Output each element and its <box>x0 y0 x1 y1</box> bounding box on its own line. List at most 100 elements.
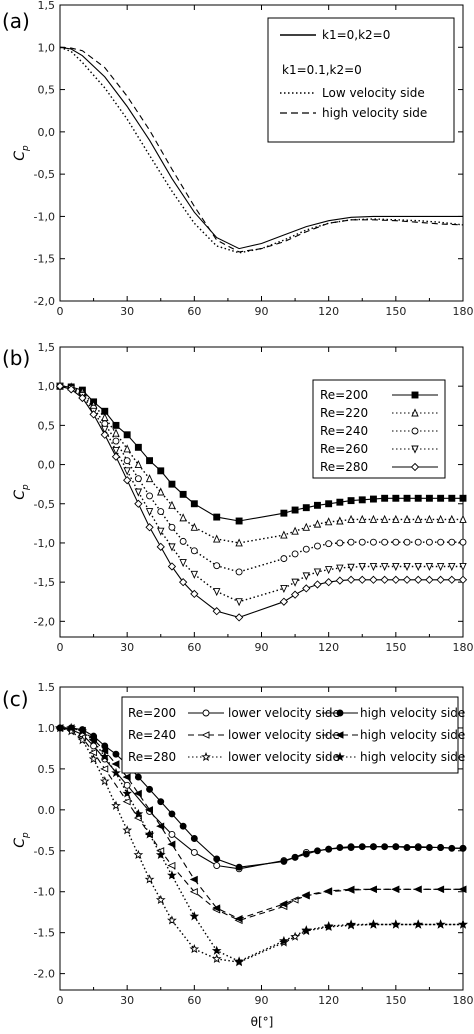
panel-a-series <box>59 46 464 254</box>
panel-b-point <box>324 566 333 575</box>
panel-b-point <box>78 393 87 403</box>
panel-c-point <box>279 900 288 908</box>
panel-c-xlabel: θ[°] <box>251 1015 274 1029</box>
panel-b-point <box>291 526 299 535</box>
panel-c-point <box>190 848 198 856</box>
panel-a-xtick-label: 120 <box>318 305 339 318</box>
panel-b-point <box>347 538 355 546</box>
panel-b-point <box>179 559 187 568</box>
panel-a-label: (a) <box>2 9 30 33</box>
panel-c-point <box>301 925 312 935</box>
panel-c-xtick-label: 90 <box>255 994 269 1007</box>
panel-b-point <box>324 517 333 526</box>
panel-b-point <box>55 382 65 391</box>
panel-b-point <box>336 564 344 573</box>
panel-c-point <box>133 808 144 819</box>
panel-b-point <box>459 494 467 502</box>
panel-b-point <box>123 444 131 453</box>
panel-b-point <box>325 540 333 548</box>
panel-b-point <box>123 467 131 476</box>
panel-b-point <box>313 568 322 577</box>
panel-c-point <box>89 748 98 757</box>
panel-b-point <box>336 498 344 506</box>
panel-c-ylabel: Cp <box>12 832 31 848</box>
panel-b-point <box>190 500 198 508</box>
panel-b-point <box>179 577 188 587</box>
panel-c-point <box>144 829 155 839</box>
panel-c-point <box>390 919 401 929</box>
panel-b-point <box>358 563 366 572</box>
panel-b-xtick-label: 0 <box>57 641 64 654</box>
panel-b-ytick-label: -1,0 <box>34 537 55 550</box>
panel-c-legend: Re=200 lower velocity side high velocity… <box>121 696 465 774</box>
panel-b-point <box>425 563 434 572</box>
panel-b-point <box>347 497 355 505</box>
panel-b-point <box>291 578 299 587</box>
legend-entry-re200: Re=200 <box>320 388 368 402</box>
panel-c-point <box>100 765 109 773</box>
panel-a-ylabel: Cp <box>12 145 31 161</box>
legend-entry-high-velocity: high velocity side <box>322 106 427 120</box>
panel-b-ytick-label: 0,0 <box>38 459 56 472</box>
panel-b-label: (b) <box>2 346 30 370</box>
panel-b-point <box>123 476 132 485</box>
legend-swatch-marker <box>335 751 345 762</box>
legend-re280: Re=280 <box>128 750 176 764</box>
panel-c-point <box>122 825 133 835</box>
panel-b-point <box>234 613 244 622</box>
panel-b-point <box>134 443 142 451</box>
panel-c-series <box>55 722 468 967</box>
panel-b-point <box>213 534 221 543</box>
panel-c-point <box>155 894 166 905</box>
panel-c-point <box>66 726 77 736</box>
panel-c-point <box>168 830 176 838</box>
legend-re200: Re=200 <box>128 706 176 720</box>
panel-b-point <box>459 514 467 523</box>
panel-b-point <box>336 516 344 525</box>
panel-b-point <box>212 606 221 616</box>
legend-swatch-marker <box>411 391 419 399</box>
panel-b-point <box>380 563 389 572</box>
panel-b-point <box>403 538 411 546</box>
panel-b-point <box>134 499 143 508</box>
panel-b-point <box>235 538 243 547</box>
panel-c-ticks: 0 30 60 90 120 150 180 1.5 1.0 0.5 0.0 -0.5 -1.0 -1.5… <box>34 681 474 1007</box>
panel-c-point <box>189 944 200 954</box>
panel-c-point <box>156 822 165 830</box>
panel-c-point <box>436 885 445 893</box>
panel-b-point <box>123 457 131 465</box>
panel-c-point <box>77 735 88 745</box>
panel-b-point <box>414 514 422 523</box>
panel-c-point <box>211 953 222 964</box>
panel-a-xtick-label: 180 <box>453 305 474 318</box>
panel-a-ytick-label: -0,5 <box>34 168 55 181</box>
panel-b-point <box>145 474 154 483</box>
panel-c-point <box>314 847 321 855</box>
panel-b-point <box>213 588 221 597</box>
panel-b-point <box>425 538 433 546</box>
panel-c-point <box>369 843 377 851</box>
panel-b-series <box>55 381 468 622</box>
panel-c: (c) Cp θ[°] 0 30 60 90 120 150 180 1.5 1.0 0.5 0.0… <box>2 681 474 1029</box>
legend-re240-high: high velocity side <box>360 728 465 742</box>
panel-c-point <box>323 921 334 931</box>
panel-c-xtick-label: 60 <box>187 994 201 1007</box>
panel-c-point <box>189 888 198 896</box>
panel-b-point <box>302 572 310 581</box>
panel-b-ytick-label: -1,5 <box>34 576 55 589</box>
panel-c-point <box>301 891 310 899</box>
legend-swatch-marker <box>201 731 210 739</box>
panel-b-point <box>425 514 434 523</box>
panel-c-point <box>413 919 424 929</box>
panel-b-point <box>313 580 322 589</box>
panel-c-point <box>403 844 411 851</box>
panel-c-xtick-label: 0 <box>57 994 64 1007</box>
panel-b-point <box>380 575 389 584</box>
panel-c-ytick-label: -1.5 <box>34 927 55 940</box>
panel-b-point <box>358 496 366 504</box>
panel-b-point <box>235 517 243 525</box>
legend-swatch-marker <box>201 751 211 762</box>
panel-b-point <box>156 542 165 552</box>
panel-b-point <box>314 501 321 509</box>
panel-c-point <box>212 904 221 912</box>
